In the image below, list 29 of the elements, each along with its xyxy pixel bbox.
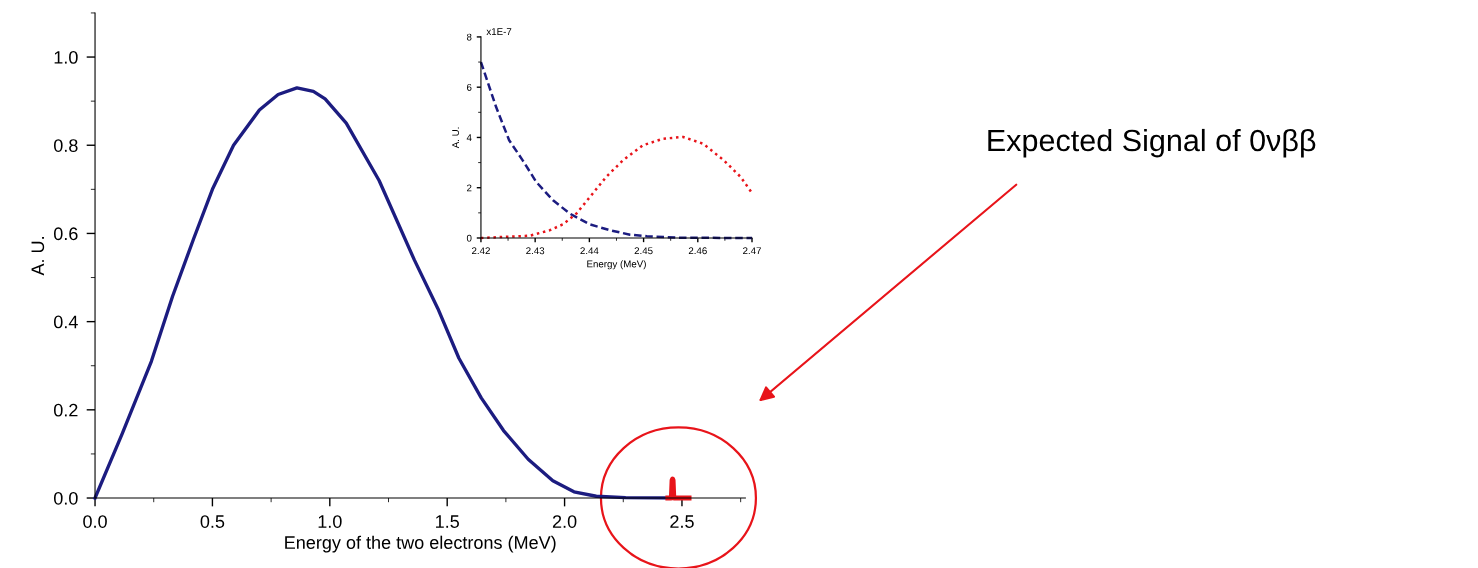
y-tick-label: 4 [466, 134, 472, 141]
x-tick-label: 0.5 [200, 515, 225, 528]
x-tick-label: 2.47 [743, 247, 761, 255]
y-tick-label: 0.6 [53, 227, 78, 241]
y-tick-label: 8 [466, 33, 472, 41]
x-tick-label: 2.44 [580, 247, 599, 255]
x-tick-label: 1.0 [318, 515, 342, 528]
x-tick-label: 2.45 [634, 247, 653, 255]
x-axis-title: Energy (MeV) [587, 260, 646, 270]
x-tick-label: 2.42 [471, 247, 490, 255]
y-axis-title: A. U. [31, 237, 45, 276]
y-axis-title: A. U. [452, 127, 460, 149]
y-tick-label: 0.2 [53, 403, 78, 417]
x-tick-label: 2.43 [526, 247, 545, 255]
x-tick-label: 2.0 [552, 515, 577, 528]
y-tick-label: 0.4 [53, 315, 78, 329]
x-tick-label: 2.46 [688, 247, 707, 255]
text: Expected Signal of 0νββ [988, 128, 1316, 158]
y-tick-label: 6 [467, 83, 472, 91]
y-tick-label: 1.0 [54, 50, 78, 64]
x-tick-label: 2.5 [670, 515, 694, 528]
x-tick-label: 1.5 [436, 515, 459, 528]
x-tick-label: 0.0 [83, 515, 107, 528]
y-tick-label: 0 [466, 234, 472, 242]
y-tick-label: 0.0 [53, 491, 78, 505]
y-tick-label: 2 [467, 184, 472, 192]
y-tick-label: 0.8 [53, 139, 78, 152]
x-axis-title: Energy of the two electrons (MeV) [285, 535, 556, 553]
annotation: x1E-7 [486, 28, 512, 35]
